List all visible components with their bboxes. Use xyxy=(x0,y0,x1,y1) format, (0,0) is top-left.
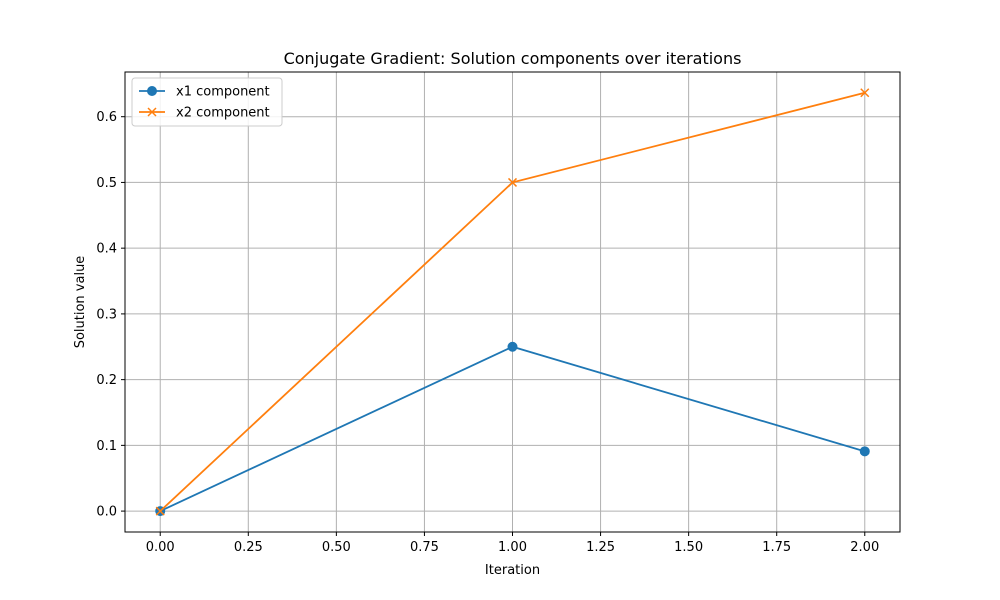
data-point-x2 xyxy=(860,88,870,98)
y-axis-ticks: 0.0 0.1 0.2 0.3 0.4 0.5 0.6 xyxy=(96,110,125,520)
y-tick-label: 0.4 xyxy=(96,242,117,257)
marker-stroke xyxy=(147,107,157,117)
data-point-x1 xyxy=(859,446,870,457)
legend-marker xyxy=(147,107,157,117)
x-tick-label: 1.25 xyxy=(586,540,615,555)
legend-box xyxy=(131,77,283,127)
data-point-x2 xyxy=(507,177,518,187)
x-tick-label: 0.25 xyxy=(234,540,263,555)
x-tick-label: 1.75 xyxy=(762,540,791,555)
y-tick-label: 0.6 xyxy=(96,110,117,125)
y-axis-label: Solution value xyxy=(73,256,88,349)
legend-entry-x2: x2 component xyxy=(139,106,270,121)
marker-stroke xyxy=(860,88,870,98)
y-tick-label: 0.2 xyxy=(96,373,117,388)
legend-marker xyxy=(147,86,157,96)
x-axis-ticks: 0.00 0.25 0.50 0.75 1.00 1.25 1.50 1.75 2.00 xyxy=(146,532,879,555)
series-x2 xyxy=(155,88,870,516)
y-tick-label: 0.1 xyxy=(96,439,117,454)
data-point-x1 xyxy=(507,341,518,352)
legend: x1 component x2 component xyxy=(131,77,283,127)
x-tick-label: 0.00 xyxy=(146,540,175,555)
x-tick-label: 1.00 xyxy=(498,540,527,555)
y-tick-label: 0.3 xyxy=(96,307,117,322)
x-axis-label: Iteration xyxy=(485,563,540,578)
x-tick-label: 0.75 xyxy=(410,540,439,555)
x-tick-label: 2.00 xyxy=(850,540,879,555)
legend-entry-x1: x1 component xyxy=(139,85,270,100)
y-tick-label: 0.0 xyxy=(96,505,117,520)
legend-label: x1 component xyxy=(176,85,270,100)
x-tick-label: 0.50 xyxy=(322,540,351,555)
legend-label: x2 component xyxy=(176,106,270,121)
x-tick-label: 1.50 xyxy=(674,540,703,555)
chart-title: Conjugate Gradient: Solution components … xyxy=(284,49,742,68)
marker-stroke xyxy=(155,506,165,516)
series-group xyxy=(155,88,870,517)
marker-stroke xyxy=(507,177,518,187)
y-tick-label: 0.5 xyxy=(96,176,117,191)
data-point-x2 xyxy=(155,506,165,516)
